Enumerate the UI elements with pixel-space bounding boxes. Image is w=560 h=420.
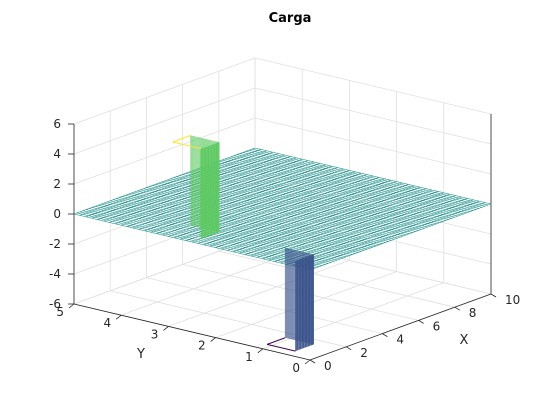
surface-meshline-y [109, 156, 291, 223]
surface-meshline-y [262, 192, 444, 260]
surface-meshline-y [79, 149, 262, 216]
surface-meshline-y [239, 186, 421, 254]
x-tick-label: 2 [360, 346, 368, 360]
x-tick-label: 10 [505, 293, 520, 307]
x-tick-label: 0 [324, 359, 332, 373]
z-tick-label: 0 [53, 207, 61, 221]
x-axis-line [309, 293, 492, 361]
surface-meshline-y [73, 147, 256, 215]
z-tick-label: 2 [53, 177, 61, 191]
surface-meshline-y [144, 164, 326, 232]
back-gridline-z [73, 57, 256, 125]
surface-meshline-y [150, 165, 332, 233]
surface-meshline-y [309, 203, 492, 271]
z-tick-label: -4 [49, 267, 61, 281]
y-tick-label: 1 [245, 350, 253, 364]
surface-meshline-y [227, 184, 409, 251]
surface-meshline-y [280, 196, 462, 264]
y-axis-label: Y [136, 347, 145, 362]
surface-meshline-y [132, 161, 315, 229]
x-tick-label: 6 [433, 319, 441, 333]
plate-top-edge [266, 337, 286, 345]
surface-meshline-y [268, 193, 450, 261]
y-axis-line [73, 303, 311, 361]
y-tick-mark [257, 348, 264, 354]
surface-meshline-y [209, 179, 391, 247]
x-tick-mark [418, 320, 424, 324]
surface-meshline-y [286, 198, 468, 265]
surface-meshline-y [256, 191, 439, 258]
y-tick-label: 4 [104, 316, 112, 330]
surface-meshline-y [138, 163, 321, 230]
surface-meshline-y [221, 182, 403, 250]
surface-meshline-y [215, 181, 397, 248]
surface-meshline-y [191, 175, 374, 243]
x-tick-label: 8 [469, 306, 477, 320]
z-tick-label: 4 [53, 147, 61, 161]
surface-mesh [73, 134, 492, 352]
side-gridline-z [254, 87, 492, 145]
y-tick-mark [115, 314, 122, 320]
surface-meshline-y [103, 154, 285, 222]
back-gridline-z [73, 87, 256, 155]
surface-meshline-y [274, 195, 456, 262]
surface-meshline-y [91, 151, 273, 219]
y-tick-label: 2 [198, 339, 206, 353]
z-tick-label: 6 [53, 117, 61, 131]
x-axis-label: X [460, 333, 469, 348]
y-tick-label: 5 [56, 305, 64, 319]
y-tick-mark [68, 303, 75, 309]
y-tick-mark [163, 326, 169, 331]
x-tick-mark [454, 306, 461, 311]
y-tick-label: 3 [151, 327, 159, 341]
x-tick-mark [490, 293, 497, 298]
x-tick-label: 4 [396, 333, 404, 347]
surface-meshline-y [233, 185, 415, 253]
surface-meshline-y [244, 188, 427, 255]
plate-top-edge [267, 343, 296, 352]
floor-gridline-x [218, 250, 455, 308]
surface-meshline-y [156, 167, 338, 234]
floor-gridline-x [146, 277, 383, 334]
x-tick-mark [382, 333, 388, 337]
chart-title: Carga [269, 11, 312, 26]
z-tick-label: -6 [49, 297, 61, 311]
tick-labels: 0 2 4 6 8 10 0 1 2 3 4 5-6 -4 -2 0 2 4 6 [49, 117, 520, 375]
side-gridline-z [254, 57, 492, 115]
z-tick-label: -2 [49, 237, 61, 251]
surface-meshline-y [250, 189, 433, 257]
floor-gridline-y [168, 260, 350, 327]
x-tick-mark [309, 359, 316, 364]
y-tick-mark [210, 337, 216, 342]
surface-meshline-y [303, 202, 486, 269]
surface-meshline-y [203, 178, 385, 246]
x-tick-mark [345, 346, 352, 351]
y-tick-label: 0 [292, 361, 300, 375]
side-gridline-z [254, 117, 492, 175]
surface-meshline-y [298, 200, 480, 268]
surface-meshline-y [85, 150, 267, 218]
surface-meshline-y [292, 199, 474, 267]
plate-top-edge [172, 134, 192, 143]
plate-top-edge [172, 141, 202, 150]
surface-meshline-y [197, 177, 380, 244]
y-tick-mark [304, 359, 311, 365]
back-gridline-z [73, 117, 256, 185]
surface-meshline-y [97, 153, 279, 220]
